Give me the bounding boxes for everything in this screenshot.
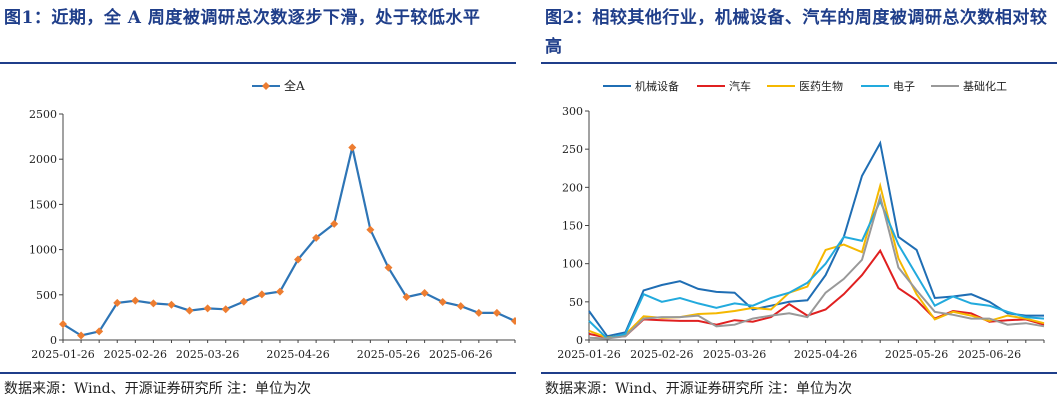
series-line xyxy=(588,248,1045,339)
data-point xyxy=(438,298,447,307)
legend-label: 全A xyxy=(284,78,305,93)
chart-panel-left: 图1：近期，全 A 周度被调研总次数逐步下滑，处于较低水平 0 500 1000 15… xyxy=(0,0,516,405)
data-point xyxy=(474,308,483,317)
x-tick-label: 2025-01-26 xyxy=(31,348,94,361)
data-point xyxy=(239,297,248,306)
series-line xyxy=(588,198,1045,340)
data-point xyxy=(348,143,357,152)
data-point xyxy=(275,287,284,296)
source-divider xyxy=(0,372,516,374)
y-tick-label: 250 xyxy=(562,143,583,156)
line-chart-all-a: 0 500 1000 1500 2000 2500 2025-01-26 2025-02-26… xyxy=(29,78,516,361)
data-point xyxy=(257,290,266,299)
y-tick-label: 150 xyxy=(562,220,583,233)
x-tick-label: 2025-04-26 xyxy=(794,348,857,361)
y-tick-label: 1500 xyxy=(29,198,57,211)
x-tick-label: 2025-06-26 xyxy=(429,348,492,361)
y-tick-label: 100 xyxy=(562,258,583,271)
data-point xyxy=(185,306,194,315)
data-point xyxy=(492,308,501,317)
x-tick-label: 2025-02-26 xyxy=(630,348,693,361)
data-point xyxy=(330,219,339,228)
data-point xyxy=(366,225,375,234)
data-point xyxy=(420,288,429,297)
series-line xyxy=(62,147,516,337)
data-point xyxy=(402,293,411,302)
legend-label: 基础化工 xyxy=(963,79,1007,93)
x-tick-label: 2025-03-26 xyxy=(176,348,239,361)
source-note: 数据来源：Wind、开源证券研究所 注：单位为次 xyxy=(545,381,853,397)
data-point xyxy=(384,263,393,272)
x-tick-label: 2025-05-26 xyxy=(357,348,420,361)
data-point xyxy=(203,304,212,313)
data-point xyxy=(221,305,230,314)
y-tick-label: 500 xyxy=(36,289,57,302)
title-divider xyxy=(0,62,516,64)
x-tick-label: 2025-01-26 xyxy=(557,348,620,361)
figure-title: 图1：近期，全 A 周度被调研总次数逐步下滑，处于较低水平 xyxy=(4,8,481,28)
y-tick-label: 2500 xyxy=(29,108,57,121)
data-point xyxy=(113,298,122,307)
figure-title: 图2：相较其他行业，机械设备、汽车的周度被调研总次数相对较高 xyxy=(545,8,1048,57)
data-point xyxy=(511,317,516,326)
data-point xyxy=(95,327,104,336)
x-tick-label: 2025-03-26 xyxy=(703,348,766,361)
data-point xyxy=(294,255,303,264)
chart-panel-right: 图2：相较其他行业，机械设备、汽车的周度被调研总次数相对较高 0 50 100 150… xyxy=(541,0,1057,405)
legend-marker xyxy=(262,82,270,90)
y-tick-label: 2000 xyxy=(29,153,57,166)
y-tick-label: 0 xyxy=(50,334,57,347)
data-point xyxy=(167,300,176,309)
data-point xyxy=(77,331,86,340)
x-tick-label: 2025-04-26 xyxy=(266,348,329,361)
source-note: 数据来源：Wind、开源证券研究所 注：单位为次 xyxy=(4,381,312,397)
line-chart-industries: 0 50 100 150 200 250 300 2025-01-26 2025-02-26 20… xyxy=(557,79,1045,361)
y-tick-label: 0 xyxy=(576,334,583,347)
data-point xyxy=(59,320,67,329)
legend-label: 汽车 xyxy=(729,79,751,93)
legend-label: 机械设备 xyxy=(635,79,679,93)
series-line xyxy=(588,140,1044,338)
data-point xyxy=(131,296,140,305)
source-divider xyxy=(541,372,1057,374)
legend-label: 电子 xyxy=(893,80,915,93)
legend-label: 医药生物 xyxy=(799,79,843,93)
y-tick-label: 300 xyxy=(562,105,583,118)
x-tick-label: 2025-05-26 xyxy=(885,348,948,361)
y-tick-label: 50 xyxy=(569,296,583,309)
x-tick-label: 2025-06-26 xyxy=(958,348,1021,361)
data-point xyxy=(149,299,158,308)
data-point xyxy=(456,302,465,311)
y-tick-label: 1000 xyxy=(29,244,57,257)
y-tick-label: 200 xyxy=(562,181,583,194)
x-tick-label: 2025-02-26 xyxy=(104,348,167,361)
data-point xyxy=(312,233,321,242)
series-line xyxy=(588,192,1045,340)
title-divider xyxy=(541,62,1057,64)
